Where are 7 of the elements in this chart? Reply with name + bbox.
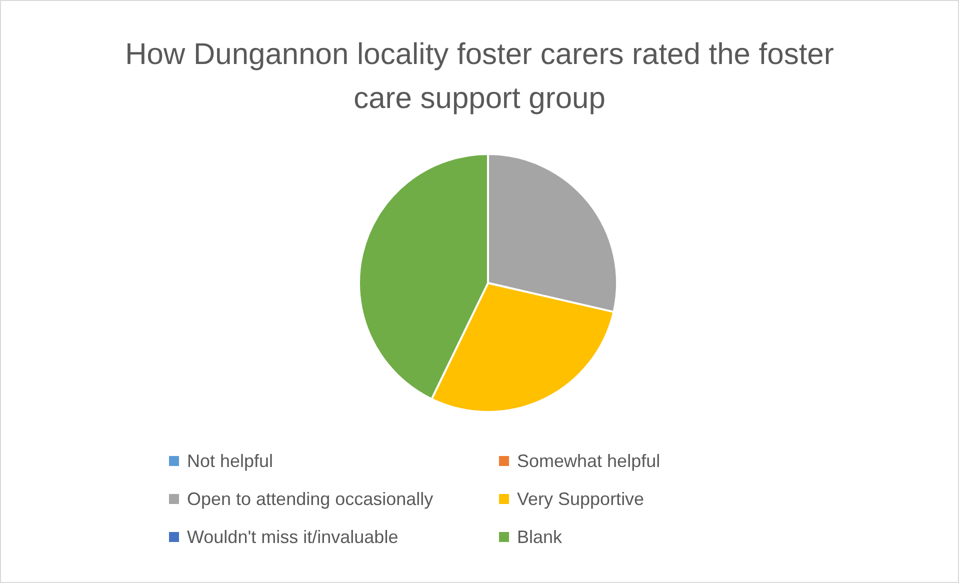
chart-title: How Dungannon locality foster carers rated the foster care support group	[124, 37, 835, 117]
legend-label: Wouldn't miss it/invaluable	[187, 526, 398, 548]
legend-label: Not helpful	[187, 450, 274, 472]
legend-label: Somewhat helpful	[517, 450, 660, 472]
legend-label: Blank	[517, 526, 562, 548]
legend-label: Open to attending occasionally	[187, 488, 434, 510]
legend-label: Very Supportive	[517, 488, 644, 510]
